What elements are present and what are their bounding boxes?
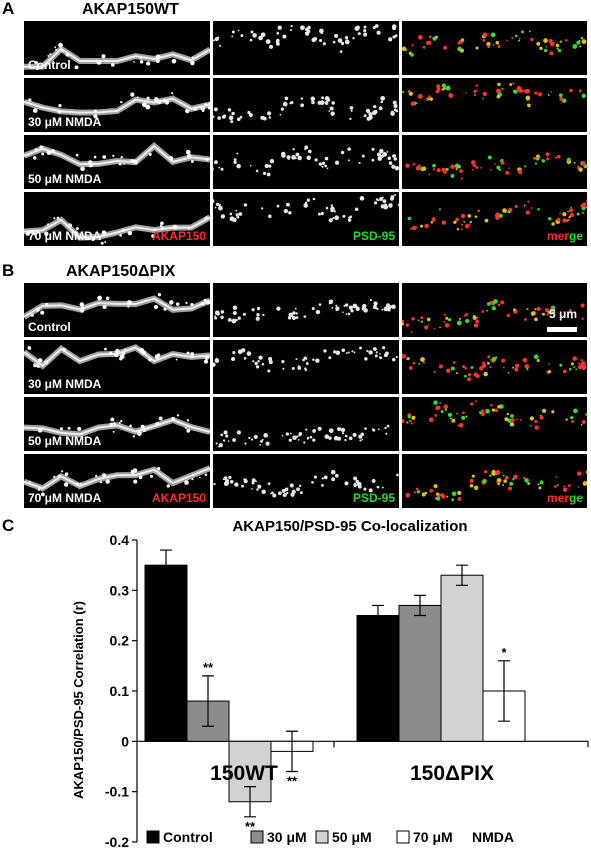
error-bar [202, 675, 214, 727]
panel-a-condition-label: Control [28, 58, 71, 72]
colocalization-bar-chart: AKAP150/PSD-95 Co-localization AKAP150/P… [71, 518, 589, 850]
panel-a-micrograph-r3-c1: 50 μM NMDA [24, 135, 210, 189]
bar-wt-series-1 [144, 564, 188, 742]
error-bar [498, 660, 510, 722]
panel-b-micrograph-r4-c1: 70 μM NMDA AKAP150 [24, 454, 210, 508]
panel-a-micrograph-r2-c2 [213, 78, 399, 132]
bar-dpix-series-3 [440, 574, 484, 742]
panel-b-condition-label: Control [28, 320, 71, 334]
legend-nmda-suffix: NMDA [472, 829, 514, 845]
error-bar [456, 564, 468, 586]
error-bar [160, 549, 172, 581]
significance-marker: ** [203, 660, 214, 675]
legend-swatch [315, 830, 329, 844]
y-tick-label: 0.2 [110, 633, 130, 649]
legend-label: 30 μM [267, 829, 307, 845]
chart-legend: Control 30 μM 50 μM 70 μM NMDA [146, 829, 514, 845]
y-tick-label: -0.2 [105, 834, 129, 850]
panel-a-merge-channel-label: merge [546, 229, 583, 243]
panel-b-micrograph-r1-c3: 5 μm [402, 283, 587, 337]
legend-swatch [396, 830, 410, 844]
legend-label: Control [163, 829, 213, 845]
panel-a-psd95-channel-label: PSD-95 [352, 229, 395, 243]
significance-marker: * [501, 645, 507, 660]
panel-a-micrograph-r1-c2 [213, 21, 399, 75]
chart-title: AKAP150/PSD-95 Co-localization [232, 518, 467, 535]
significance-marker: ** [287, 774, 298, 789]
panel-b-micrograph-r1-c1: Control [24, 283, 210, 337]
panel-a-micrograph-r4-c1: 70 μM NMDA AKAP150 [24, 192, 210, 246]
y-tick-label: 0.4 [110, 532, 130, 548]
panel-a-micrograph-r1-c1: Control [24, 21, 210, 75]
panel-b-micrograph-r2-c2 [213, 340, 399, 394]
panel-b-micrograph-r3-c1: 50 μM NMDA [24, 397, 210, 451]
panel-b-condition-label: 30 μM NMDA [28, 377, 102, 391]
legend-label: 50 μM [332, 829, 372, 845]
panel-b-psd95-channel-label: PSD-95 [352, 491, 395, 505]
bar-dpix-series-1 [356, 615, 400, 742]
y-tick-label: -0.1 [105, 784, 129, 800]
panel-a-micrograph-r2-c1: 30 μM NMDA [24, 78, 210, 132]
scale-bar-label: 5 μm [548, 307, 577, 321]
y-tick-label: 0 [121, 733, 129, 749]
error-bar [286, 730, 298, 773]
panel-a-micrograph-r3-c3 [402, 135, 587, 189]
panel-b-micrograph-r4-c2: PSD-95 [213, 454, 399, 508]
panel-b-micrograph-r4-c3: merge [402, 454, 587, 508]
panel-b-title: AKAP150ΔPIX [66, 263, 176, 280]
panel-a-title: AKAP150WT [82, 1, 179, 18]
panel-b-micrograph-r3-c3 [402, 397, 587, 451]
panel-a-condition-label: 70 μM NMDA [28, 229, 102, 243]
panel-a-micrograph-r3-c2 [213, 135, 399, 189]
error-bar [372, 604, 384, 627]
legend-swatch [250, 830, 264, 844]
panel-b-micrograph-r1-c2 [213, 283, 399, 337]
panel-b-micrograph-r2-c1: 30 μM NMDA [24, 340, 210, 394]
panel-a-letter: A [2, 0, 15, 18]
significance-marker: ** [245, 819, 256, 834]
panel-b-condition-label: 50 μM NMDA [28, 434, 102, 448]
error-bar [414, 594, 426, 617]
y-tick-label: 0.3 [110, 582, 130, 598]
error-bar [244, 786, 256, 818]
legend-swatch [146, 830, 160, 844]
panel-b-micrograph-r3-c2 [213, 397, 399, 451]
y-tick-label: 0.1 [110, 683, 130, 699]
chart-y-axis-label: AKAP150/PSD-95 Correlation (r) [71, 601, 86, 799]
panel-b-merge-channel-label: merge [546, 491, 583, 505]
panel-a-micrograph-r4-c3: merge [402, 192, 587, 246]
panel-b-micrograph-r2-c3 [402, 340, 587, 394]
group-labels: 150WT 150ΔPIX [210, 762, 494, 785]
panel-a-akap150-channel-label: AKAP150 [151, 229, 206, 243]
panel-a-micrograph-r1-c3 [402, 21, 587, 75]
panel-a-condition-label: 30 μM NMDA [28, 115, 102, 129]
panel-a-condition-label: 50 μM NMDA [28, 172, 102, 186]
legend-label: 70 μM [413, 829, 453, 845]
group-label-150wt: 150WT [210, 762, 278, 785]
group-label-150dpix: 150ΔPIX [410, 762, 494, 785]
panel-a-micrograph-r4-c2: PSD-95 [213, 192, 399, 246]
panel-b-akap150-channel-label: AKAP150 [151, 491, 206, 505]
bar-dpix-series-2 [398, 604, 442, 742]
panel-c-letter: C [2, 516, 15, 535]
panel-a-micrograph-r2-c3 [402, 78, 587, 132]
chart-bars: ******* [144, 549, 526, 834]
panel-b-letter: B [2, 261, 15, 280]
scale-bar [547, 327, 577, 332]
panel-b-condition-label: 70 μM NMDA [28, 491, 102, 505]
